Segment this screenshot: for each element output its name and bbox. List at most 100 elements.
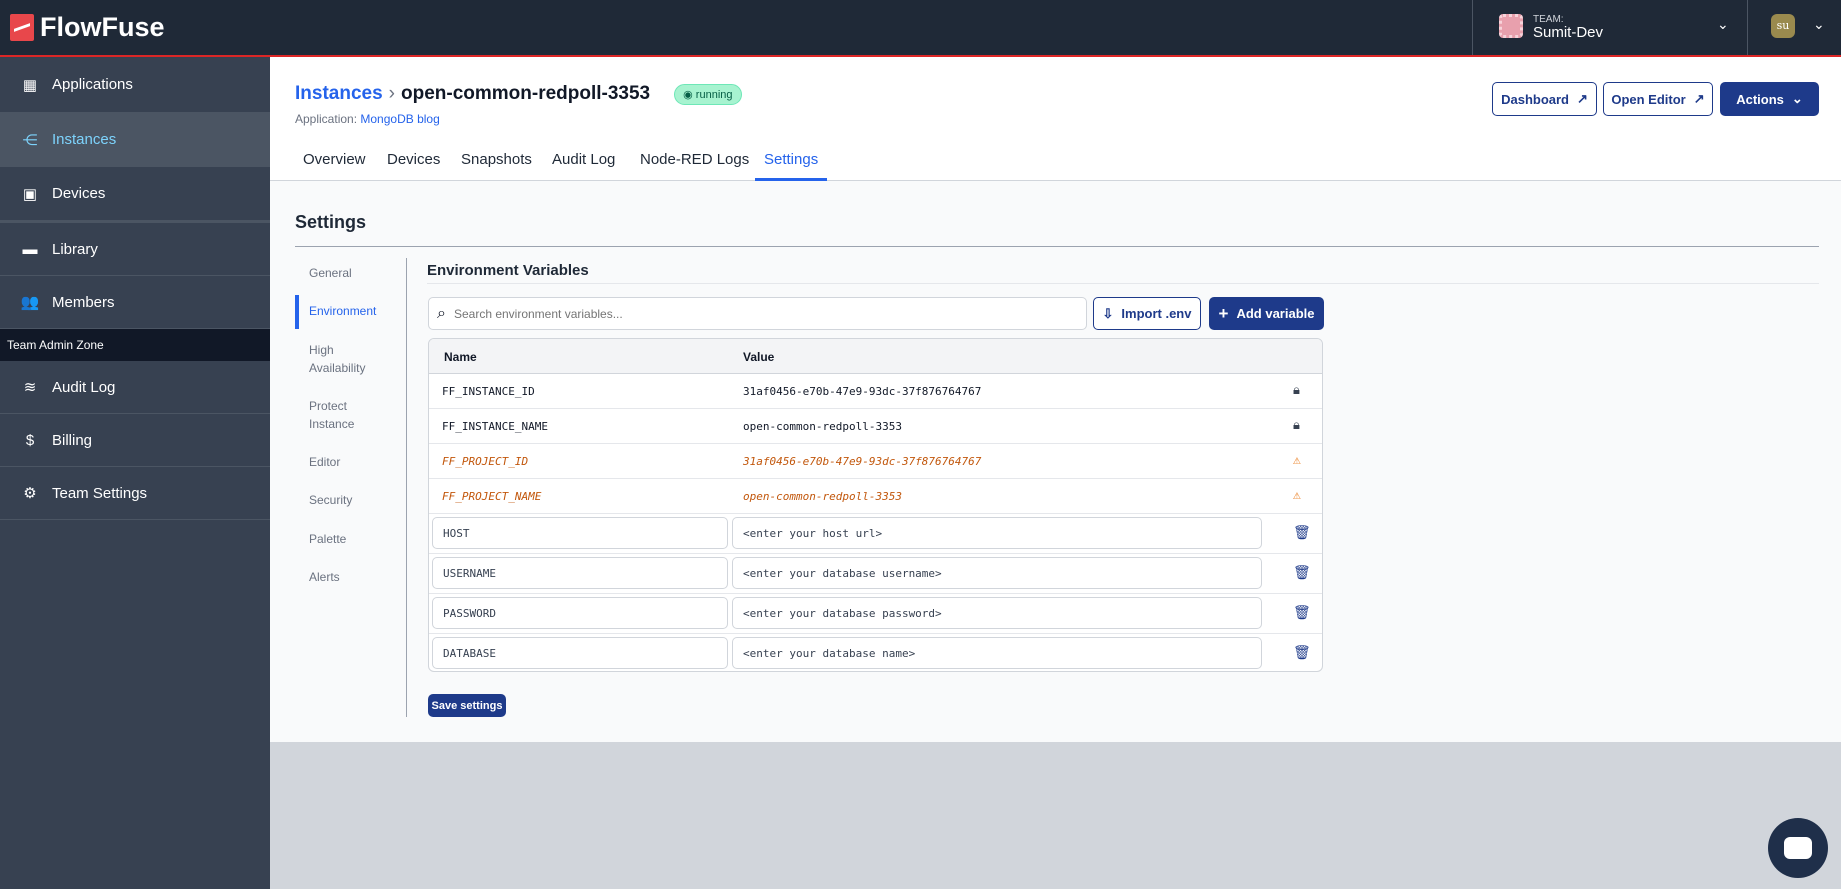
trash-icon[interactable]: 🗑︎	[1293, 524, 1311, 540]
user-avatar[interactable]: su	[1771, 14, 1795, 38]
nav-divider	[406, 258, 407, 717]
tab-audit-log[interactable]: Audit Log	[552, 151, 616, 168]
external-link-icon: ↗	[1577, 91, 1588, 106]
sidebar-item-applications[interactable]: ▦ Applications	[0, 57, 270, 113]
main-content: Instances › open-common-redpoll-3353 ◉ r…	[270, 57, 1841, 742]
settings-nav-high-availability[interactable]: High Availability	[309, 343, 366, 375]
instances-icon: ⋲	[22, 131, 38, 149]
save-settings-button[interactable]: Save settings	[428, 694, 506, 717]
tab-overview[interactable]: Overview	[303, 151, 366, 168]
settings-nav-protect-instance[interactable]: Protect Instance	[309, 399, 355, 431]
plus-icon: +	[1218, 303, 1229, 323]
var-value-input[interactable]	[732, 517, 1262, 549]
application-line: Application: MongoDB blog	[295, 112, 440, 126]
actions-label: Actions	[1736, 91, 1784, 107]
dollar-icon: $	[25, 431, 35, 449]
tab-devices[interactable]: Devices	[387, 151, 441, 168]
table-row: FF_PROJECT_ID 31af0456-e70b-47e9-93dc-37f…	[429, 444, 1322, 479]
search-icon: ⌕	[437, 304, 446, 322]
sidebar-item-label: Library	[52, 240, 98, 258]
settings-nav-editor[interactable]: Editor	[309, 455, 341, 469]
trash-icon[interactable]: 🗑︎	[1293, 604, 1311, 620]
sidebar-item-billing[interactable]: $ Billing	[0, 414, 270, 467]
search-input[interactable]	[453, 306, 1086, 321]
env-table: Name Value FF_INSTANCE_ID 31af0456-e70b-4…	[428, 338, 1323, 672]
table-row: 🗑︎	[429, 594, 1322, 634]
column-value-header: Value	[743, 350, 775, 364]
folder-icon: ▬	[22, 240, 38, 258]
tab-settings[interactable]: Settings	[755, 151, 828, 181]
instance-header: Instances › open-common-redpoll-3353 ◉ r…	[270, 57, 1841, 181]
file-import-icon: ⇩	[1102, 305, 1114, 321]
gear-icon: ⚙	[23, 485, 37, 502]
team-label: TEAM:	[1533, 14, 1564, 25]
table-row: 🗑︎	[429, 634, 1322, 671]
top-header: FlowFuse TEAM: Sumit-Dev ⌄ su ⌄	[0, 0, 1841, 57]
sidebar-item-team-settings[interactable]: ⚙ Team Settings	[0, 467, 270, 520]
team-avatar-icon	[1499, 14, 1523, 38]
trash-icon[interactable]: 🗑︎	[1293, 564, 1311, 580]
var-value: 31af0456-e70b-47e9-93dc-37f876764767	[743, 385, 982, 398]
var-value-input[interactable]	[732, 597, 1262, 629]
settings-nav-alerts[interactable]: Alerts	[309, 570, 340, 584]
var-value: open-common-redpoll-3353	[743, 490, 902, 503]
divider	[427, 283, 1819, 284]
team-switcher[interactable]: TEAM: Sumit-Dev ⌄	[1472, 0, 1748, 55]
var-value-input[interactable]	[732, 637, 1262, 669]
var-value: 31af0456-e70b-47e9-93dc-37f876764767	[743, 455, 982, 468]
application-link[interactable]: MongoDB blog	[360, 112, 440, 126]
settings-title: Settings	[295, 212, 367, 232]
add-variable-label: Add variable	[1236, 306, 1315, 321]
user-menu-chevron-icon[interactable]: ⌄	[1813, 16, 1825, 32]
var-value-input[interactable]	[732, 557, 1262, 589]
actions-button[interactable]: Actions ⌄	[1720, 82, 1819, 116]
sidebar-item-library[interactable]: ▬ Library	[0, 223, 270, 276]
settings-nav-general[interactable]: General	[309, 266, 352, 280]
import-label: Import .env	[1121, 306, 1192, 321]
settings-nav-environment[interactable]: Environment	[309, 304, 377, 318]
brand-name: FlowFuse	[40, 12, 165, 42]
sidebar-item-instances[interactable]: ⋲ Instances	[0, 113, 270, 167]
chevron-right-icon: ›	[388, 83, 395, 104]
trash-icon[interactable]: 🗑︎	[1293, 644, 1311, 660]
var-name-input[interactable]	[432, 637, 728, 669]
dashboard-button[interactable]: Dashboard ↗	[1492, 82, 1597, 116]
chat-widget-button[interactable]	[1768, 818, 1828, 878]
database-icon: ≋	[23, 379, 37, 396]
settings-nav-palette[interactable]: Palette	[309, 532, 347, 546]
sidebar-item-members[interactable]: 👥 Members	[0, 276, 270, 329]
settings-nav-security[interactable]: Security	[309, 493, 353, 507]
column-name-header: Name	[444, 350, 477, 364]
dashboard-label: Dashboard	[1501, 91, 1569, 107]
chevron-down-icon: ⌄	[1791, 91, 1803, 106]
team-name: Sumit-Dev	[1533, 24, 1604, 41]
chat-bubble-icon	[1784, 837, 1812, 859]
var-name: FF_PROJECT_ID	[442, 455, 529, 468]
sidebar: ▦ Applications ⋲ Instances ▣ Devices ▬ Libra…	[0, 57, 270, 889]
sidebar-item-audit-log[interactable]: ≋ Audit Log	[0, 361, 270, 414]
team-admin-zone-label: Team Admin Zone	[0, 329, 270, 361]
var-name-input[interactable]	[432, 517, 728, 549]
var-name-input[interactable]	[432, 597, 728, 629]
tab-node-red-logs[interactable]: Node-RED Logs	[640, 151, 750, 168]
sidebar-item-label: Members	[52, 293, 115, 311]
warning-icon: ⚠︎	[1293, 488, 1301, 503]
breadcrumb: Instances › open-common-redpoll-3353 ◉ r…	[295, 83, 742, 105]
layout-icon: ▦	[22, 76, 38, 94]
open-editor-button[interactable]: Open Editor ↗	[1603, 82, 1713, 116]
import-env-button[interactable]: ⇩ Import .env	[1093, 297, 1201, 330]
open-editor-label: Open Editor	[1611, 91, 1686, 107]
sidebar-item-devices[interactable]: ▣ Devices	[0, 167, 270, 223]
var-name: FF_INSTANCE_ID	[442, 385, 535, 398]
page-title: open-common-redpoll-3353	[400, 83, 651, 104]
tab-snapshots[interactable]: Snapshots	[461, 151, 532, 168]
table-row: FF_INSTANCE_NAME open-common-redpoll-3353…	[429, 409, 1322, 444]
flowfuse-logo[interactable]: FlowFuse	[10, 12, 165, 43]
table-row: 🗑︎	[429, 514, 1322, 554]
sidebar-item-label: Applications	[52, 76, 133, 93]
search-env-field[interactable]: ⌕	[428, 297, 1087, 330]
var-name-input[interactable]	[432, 557, 728, 589]
breadcrumb-instances-link[interactable]: Instances	[295, 83, 383, 104]
sidebar-item-label: Instances	[52, 131, 117, 148]
add-variable-button[interactable]: + Add variable	[1209, 297, 1324, 330]
